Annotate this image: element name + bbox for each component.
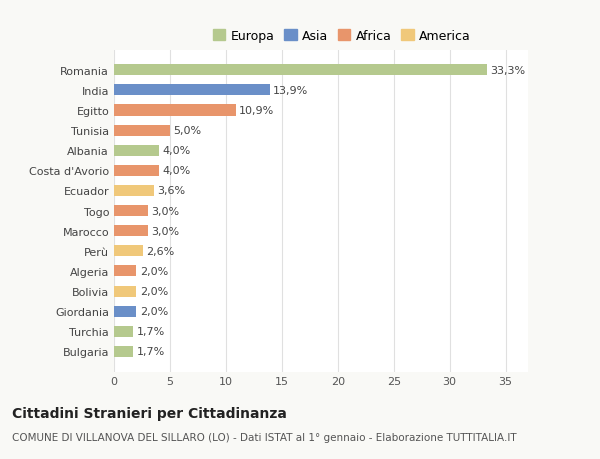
Text: 1,7%: 1,7% [136, 347, 164, 357]
Text: 2,6%: 2,6% [146, 246, 175, 256]
Bar [114, 206, 148, 217]
Text: 13,9%: 13,9% [273, 86, 308, 95]
Text: 3,6%: 3,6% [158, 186, 186, 196]
Bar [114, 165, 159, 177]
Bar [114, 266, 136, 277]
Text: 2,0%: 2,0% [140, 266, 168, 276]
Bar [114, 105, 236, 116]
Text: 4,0%: 4,0% [162, 166, 190, 176]
Bar [114, 306, 136, 317]
Text: 10,9%: 10,9% [239, 106, 275, 116]
Bar [114, 226, 148, 237]
Text: 4,0%: 4,0% [162, 146, 190, 156]
Bar [114, 346, 133, 357]
Bar [114, 185, 154, 196]
Bar [114, 85, 269, 96]
Bar [114, 326, 133, 337]
Bar [114, 65, 487, 76]
Legend: Europa, Asia, Africa, America: Europa, Asia, Africa, America [208, 25, 476, 48]
Text: 33,3%: 33,3% [490, 66, 525, 76]
Bar [114, 125, 170, 136]
Text: 2,0%: 2,0% [140, 286, 168, 297]
Text: 1,7%: 1,7% [136, 327, 164, 336]
Text: 5,0%: 5,0% [173, 126, 202, 136]
Text: COMUNE DI VILLANOVA DEL SILLARO (LO) - Dati ISTAT al 1° gennaio - Elaborazione T: COMUNE DI VILLANOVA DEL SILLARO (LO) - D… [12, 432, 517, 442]
Text: 2,0%: 2,0% [140, 307, 168, 317]
Text: 3,0%: 3,0% [151, 206, 179, 216]
Bar [114, 286, 136, 297]
Bar [114, 146, 159, 157]
Bar [114, 246, 143, 257]
Text: Cittadini Stranieri per Cittadinanza: Cittadini Stranieri per Cittadinanza [12, 406, 287, 420]
Text: 3,0%: 3,0% [151, 226, 179, 236]
